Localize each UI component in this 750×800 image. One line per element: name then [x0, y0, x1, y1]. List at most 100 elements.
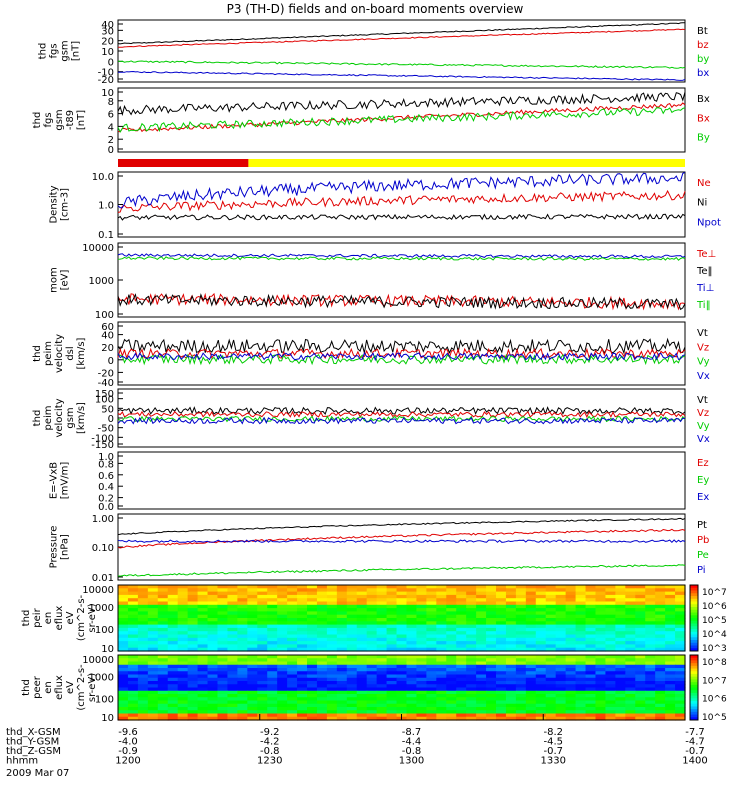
- heatmap-cell: [336, 641, 348, 645]
- heatmap-cell: [635, 703, 646, 708]
- heatmap-cell: [476, 618, 487, 622]
- heatmap-cell: [575, 594, 587, 599]
- heatmap-cell: [237, 631, 248, 636]
- heatmap-cell: [525, 631, 537, 636]
- heatmap-cell: [326, 716, 338, 721]
- heatmap-cell: [515, 598, 527, 603]
- heatmap-cell: [137, 598, 149, 603]
- heatmap-cell: [496, 627, 507, 632]
- heatmap-cell: [376, 624, 388, 629]
- x-axis-value: -9.6: [118, 727, 138, 738]
- x-axis-value: -0.7: [543, 746, 563, 757]
- heatmap-cell: [515, 611, 527, 616]
- heatmap-cell: [386, 674, 398, 679]
- heatmap-cell: [267, 608, 278, 612]
- heatmap-cell: [505, 697, 517, 702]
- heatmap-cell: [555, 644, 567, 649]
- y-tick-label: 10: [101, 644, 114, 655]
- heatmap-cell: [316, 641, 328, 645]
- heatmap-cell: [565, 591, 577, 596]
- heatmap-cell: [635, 700, 646, 705]
- heatmap-cell: [316, 588, 328, 593]
- heatmap-cell: [505, 716, 517, 721]
- heatmap-cell: [187, 690, 199, 695]
- x-axis-row-label: thd_Z-GSM: [6, 746, 61, 757]
- heatmap-cell: [207, 621, 219, 626]
- heatmap-cell: [476, 671, 487, 676]
- heatmap-cell: [137, 716, 149, 721]
- heatmap-cell: [277, 661, 288, 666]
- heatmap-cell: [366, 591, 378, 596]
- heatmap-cell: [515, 703, 527, 708]
- heatmap-cell: [476, 668, 487, 672]
- heatmap-cell: [595, 658, 607, 663]
- heatmap-cell: [118, 627, 129, 632]
- heatmap-cell: [197, 585, 209, 589]
- heatmap-cell: [386, 588, 398, 593]
- heatmap-cell: [655, 647, 666, 652]
- heatmap-cell: [157, 637, 169, 642]
- heatmap-cell: [625, 621, 636, 626]
- heatmap-cell: [227, 604, 238, 609]
- heatmap-cell: [436, 598, 447, 603]
- heatmap-cell: [207, 601, 219, 606]
- heatmap-cell: [326, 588, 338, 593]
- heatmap-cell: [386, 608, 398, 612]
- heatmap-cell: [157, 588, 169, 593]
- heatmap-cell: [555, 687, 567, 692]
- heatmap-cell: [645, 641, 656, 645]
- heatmap-cell: [535, 661, 547, 666]
- heatmap-cell: [426, 588, 437, 593]
- heatmap-cell: [446, 637, 457, 642]
- heatmap-cell: [665, 674, 676, 679]
- heatmap-cell: [645, 713, 656, 718]
- heatmap-cell: [207, 604, 219, 609]
- heatmap-cell: [515, 697, 527, 702]
- heatmap-cell: [555, 681, 567, 685]
- heatmap-cell: [456, 655, 467, 659]
- heatmap-cell: [585, 631, 597, 636]
- heatmap-cell: [237, 591, 248, 596]
- heatmap-cell: [466, 624, 477, 629]
- heatmap-cell: [307, 664, 318, 669]
- heatmap-cell: [376, 591, 388, 596]
- heatmap-cell: [436, 684, 447, 689]
- heatmap-cell: [316, 661, 328, 666]
- heatmap-cell: [366, 658, 378, 663]
- heatmap-cell: [316, 627, 328, 632]
- y-tick-label: 20: [101, 343, 114, 354]
- heatmap-cell: [486, 621, 497, 626]
- heatmap-cell: [346, 658, 358, 663]
- heatmap-cell: [565, 713, 577, 718]
- heatmap-cell: [615, 707, 626, 711]
- heatmap-cell: [505, 608, 517, 612]
- heatmap-cell: [675, 634, 686, 639]
- heatmap-cell: [307, 655, 318, 659]
- heatmap-cell: [147, 591, 159, 596]
- heatmap-cell: [187, 716, 199, 721]
- heatmap-cell: [476, 655, 487, 659]
- y-tick-label: 150: [95, 389, 114, 400]
- colorbar-swatch: [690, 585, 698, 589]
- colorbar-swatch: [690, 615, 698, 619]
- colorbar-swatch: [690, 612, 698, 616]
- heatmap-cell: [336, 624, 348, 629]
- heatmap-cell: [605, 694, 616, 698]
- heatmap-cell: [386, 598, 398, 603]
- heatmap-cell: [247, 598, 258, 603]
- heatmap-cell: [595, 661, 607, 666]
- heatmap-cell: [247, 631, 258, 636]
- heatmap-cell: [605, 671, 616, 676]
- legend-entry: Ez: [697, 458, 709, 469]
- heatmap-cell: [157, 604, 169, 609]
- series-line-Pi: [117, 539, 686, 544]
- heatmap-cell: [316, 703, 328, 708]
- heatmap-cell: [137, 641, 149, 645]
- heatmap-cell: [137, 601, 149, 606]
- heatmap-cell: [247, 716, 258, 721]
- heatmap-cell: [505, 687, 517, 692]
- heatmap-cell: [376, 713, 388, 718]
- heatmap-cell: [147, 608, 159, 612]
- heatmap-cell: [436, 713, 447, 718]
- series-line-Ni: [117, 213, 686, 221]
